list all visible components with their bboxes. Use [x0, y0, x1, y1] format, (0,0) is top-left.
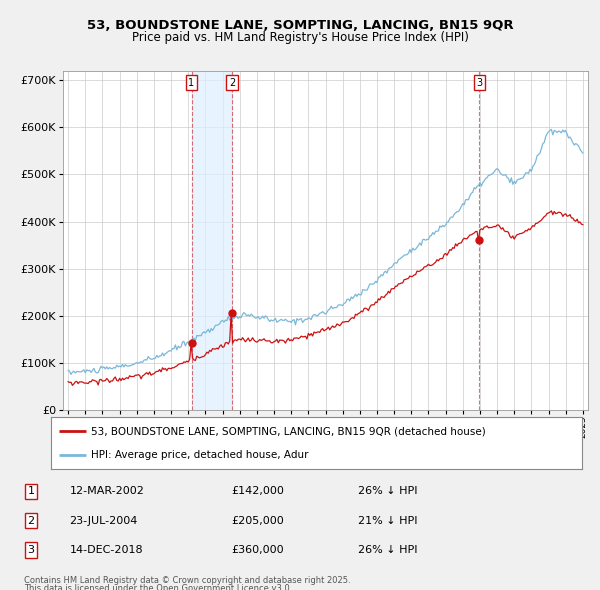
Text: 14-DEC-2018: 14-DEC-2018 [70, 545, 143, 555]
Text: £142,000: £142,000 [231, 486, 284, 496]
Text: £360,000: £360,000 [231, 545, 284, 555]
Text: 26% ↓ HPI: 26% ↓ HPI [358, 486, 417, 496]
Bar [191, 71, 232, 410]
Text: Contains HM Land Registry data © Crown copyright and database right 2025.: Contains HM Land Registry data © Crown c… [24, 576, 350, 585]
Text: HPI: Average price, detached house, Adur: HPI: Average price, detached house, Adur [91, 450, 308, 460]
Text: 23-JUL-2004: 23-JUL-2004 [70, 516, 138, 526]
Text: 1: 1 [188, 78, 194, 88]
Text: This data is licensed under the Open Government Licence v3.0.: This data is licensed under the Open Gov… [24, 584, 292, 590]
Text: £205,000: £205,000 [231, 516, 284, 526]
Text: 53, BOUNDSTONE LANE, SOMPTING, LANCING, BN15 9QR (detached house): 53, BOUNDSTONE LANE, SOMPTING, LANCING, … [91, 426, 485, 436]
Text: 53, BOUNDSTONE LANE, SOMPTING, LANCING, BN15 9QR: 53, BOUNDSTONE LANE, SOMPTING, LANCING, … [86, 19, 514, 32]
Text: 2: 2 [229, 78, 235, 88]
Text: Price paid vs. HM Land Registry's House Price Index (HPI): Price paid vs. HM Land Registry's House … [131, 31, 469, 44]
Text: 1: 1 [28, 486, 35, 496]
Text: 2: 2 [28, 516, 35, 526]
Text: 12-MAR-2002: 12-MAR-2002 [70, 486, 145, 496]
Text: 26% ↓ HPI: 26% ↓ HPI [358, 545, 417, 555]
Text: 3: 3 [28, 545, 35, 555]
Text: 21% ↓ HPI: 21% ↓ HPI [358, 516, 417, 526]
Text: 3: 3 [476, 78, 482, 88]
